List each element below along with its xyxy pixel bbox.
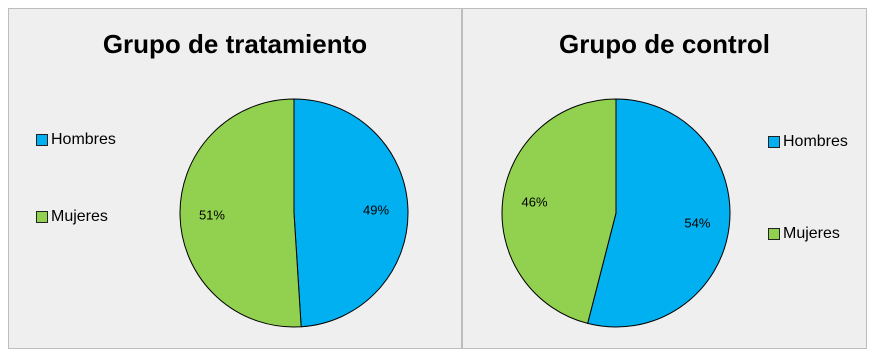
legend-swatch-mujeres	[768, 228, 780, 240]
legend-swatch-hombres	[768, 136, 780, 148]
legend-label-hombres: Hombres	[783, 133, 848, 150]
chart-title: Grupo de tratamiento	[102, 29, 368, 59]
chart-title: Grupo de control	[559, 29, 770, 59]
pie-chart-control: 54% 46%	[501, 98, 731, 328]
legend-item-mujeres: Mujeres	[768, 225, 840, 243]
data-label-mujeres: 51%	[199, 208, 225, 223]
pie-chart-tratamiento: 49% 51%	[179, 98, 409, 328]
data-label-hombres: 49%	[363, 202, 389, 217]
legend-label-hombres: Hombres	[51, 131, 116, 148]
legend-item-mujeres: Mujeres	[36, 208, 108, 226]
pie-slice-hombres	[293, 98, 409, 328]
legend-item-hombres: Hombres	[36, 131, 116, 149]
chart-panel-control: Grupo de control Hombres Mujeres 54% 46%	[462, 8, 867, 349]
legend-swatch-mujeres	[36, 211, 48, 223]
legend-item-hombres: Hombres	[768, 133, 848, 151]
data-label-mujeres: 46%	[522, 195, 548, 210]
legend-label-mujeres: Mujeres	[51, 208, 108, 225]
pie-slice-mujeres	[179, 98, 302, 328]
data-label-hombres: 54%	[684, 215, 710, 230]
pie-slice-hombres	[587, 98, 731, 328]
chart-panel-tratamiento: Grupo de tratamiento Hombres Mujeres 49%…	[8, 8, 462, 349]
legend-swatch-hombres	[36, 134, 48, 146]
legend-label-mujeres: Mujeres	[783, 225, 840, 242]
pie-slice-mujeres	[501, 98, 617, 325]
